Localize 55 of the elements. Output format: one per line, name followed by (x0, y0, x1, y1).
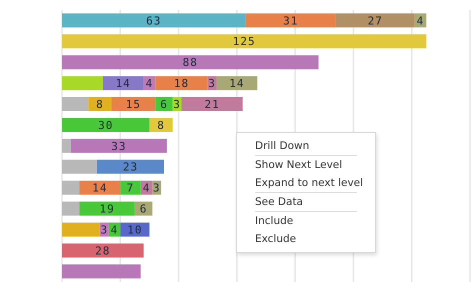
data-label: 28 (95, 244, 110, 258)
data-label: 3 (173, 98, 181, 111)
annotation: Drill Down (254, 139, 310, 154)
data-label: 4 (146, 77, 154, 90)
annotation: See Data (254, 195, 304, 210)
data-label: 8 (96, 98, 104, 111)
data-label: 21 (204, 98, 220, 111)
bar (62, 55, 318, 70)
bar (62, 202, 80, 216)
data-label: 125 (232, 35, 256, 48)
data-label: 15 (126, 98, 142, 111)
data-label: 30 (98, 118, 114, 132)
bar (62, 264, 141, 278)
annotation: Expand to next level (254, 176, 364, 191)
bar (62, 13, 246, 28)
bar (88, 97, 112, 112)
data-label: 33 (111, 140, 126, 153)
bar (102, 76, 144, 90)
data-label: 8 (157, 118, 165, 132)
data-label: 31 (283, 14, 298, 28)
data-label: 18 (174, 77, 190, 90)
data-label: 6 (160, 98, 168, 111)
bar (62, 180, 80, 195)
bar (79, 180, 120, 195)
data-label: 88 (182, 56, 198, 70)
bar (120, 180, 141, 195)
data-label: 27 (368, 14, 383, 28)
data-label: 3 (152, 182, 161, 195)
data-label: 4 (416, 14, 424, 28)
data-label: 7 (126, 182, 134, 195)
annotation: Include (254, 214, 294, 229)
data-label: 3 (100, 223, 108, 236)
annotation: Show Next Level (254, 158, 344, 173)
bar (70, 138, 167, 153)
data-label: 10 (127, 223, 142, 236)
data-label: 14 (92, 182, 108, 195)
bar (62, 138, 71, 153)
bar (62, 160, 97, 174)
bar (96, 160, 164, 174)
bar (246, 13, 336, 28)
data-label: 23 (122, 160, 138, 174)
data-label: 3 (208, 77, 216, 90)
data-label: 4 (142, 182, 150, 195)
bar (62, 222, 100, 237)
data-label: 19 (100, 202, 115, 216)
data-label: 63 (146, 14, 162, 28)
data-label: 6 (140, 202, 148, 216)
bar (62, 97, 88, 112)
data-label: 14 (116, 77, 131, 90)
annotation: Exclude (254, 232, 298, 247)
data-label: 4 (110, 223, 118, 236)
bar (336, 13, 415, 28)
bar (62, 244, 144, 258)
bar (62, 34, 426, 48)
data-label: 14 (229, 77, 244, 90)
